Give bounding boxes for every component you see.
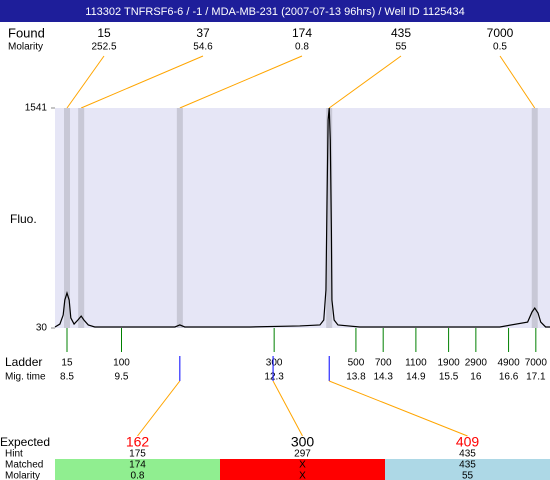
expected-connector [272, 380, 303, 437]
hint-value: 175 [129, 449, 146, 460]
ladder-size: 1100 [405, 358, 427, 369]
matched-value: 435 [459, 460, 476, 471]
found-molarity: 55 [395, 42, 407, 53]
ladder-time: 13.8 [346, 372, 366, 383]
found-size: 174 [292, 26, 312, 40]
ladder-time: 16.6 [499, 372, 519, 383]
y-tick-label: 1541 [25, 103, 48, 114]
found-size: 7000 [487, 26, 514, 40]
matched-value: X [299, 460, 306, 471]
peak-band [531, 108, 538, 328]
ladder-time: 15.5 [439, 372, 459, 383]
expected-label: Expected [0, 435, 50, 449]
expected-value: 300 [291, 434, 315, 450]
ladder-size: 700 [375, 358, 392, 369]
ladder-time: 14.3 [373, 372, 393, 383]
expected-connector [329, 380, 468, 437]
y-axis-label: Fluo. [10, 212, 37, 226]
ladder-time: 9.5 [115, 372, 129, 383]
found-size: 37 [196, 26, 210, 40]
expected-value: 162 [126, 434, 150, 450]
molarity-value: X [299, 471, 306, 480]
matched-value: 174 [129, 460, 146, 471]
peak-band [78, 108, 85, 328]
ladder-size: 500 [348, 358, 365, 369]
found-connector [66, 55, 105, 109]
match-band [385, 459, 550, 480]
ladder-label: Ladder [5, 355, 42, 369]
molarity-value: 55 [462, 471, 474, 480]
peak-band [63, 108, 70, 328]
found-molarity: 0.8 [295, 42, 309, 53]
header-bar [0, 0, 550, 22]
peak-band [176, 108, 183, 328]
found-molarity: 252.5 [91, 42, 116, 53]
hint-value: 297 [294, 449, 311, 460]
found-size: 15 [97, 26, 111, 40]
found-label: Found [8, 25, 45, 40]
molarity-label: Molarity [5, 471, 40, 480]
hint-label: Hint [5, 449, 23, 460]
match-band [220, 459, 385, 480]
peak-band [326, 108, 333, 328]
ladder-time: 16 [470, 372, 482, 383]
found-size: 435 [391, 26, 411, 40]
ladder-time: 17.1 [526, 372, 546, 383]
matched-label: Matched [5, 460, 43, 471]
found-molarity: 0.5 [493, 42, 507, 53]
ladder-size: 300 [266, 358, 283, 369]
ladder-size: 1900 [437, 358, 460, 369]
hint-value: 435 [459, 449, 476, 460]
found-molarity: 54.6 [193, 42, 213, 53]
ladder-size: 7000 [525, 358, 548, 369]
ladder-size: 2900 [465, 358, 488, 369]
expected-value: 409 [456, 434, 480, 450]
found-molarity-label: Molarity [8, 42, 43, 53]
molarity-value: 0.8 [131, 471, 145, 480]
expected-connector [137, 380, 181, 437]
match-band [55, 459, 220, 480]
found-connector [179, 55, 303, 109]
ladder-size: 100 [113, 358, 130, 369]
ladder-time: 14.9 [406, 372, 426, 383]
ladder-time: 8.5 [60, 372, 74, 383]
plot-area [55, 108, 550, 328]
ladder-size: 15 [61, 358, 73, 369]
found-connector [499, 55, 536, 109]
trace [54, 107, 550, 328]
found-connector [328, 55, 402, 109]
header-title: 113302 TNFRSF6-6 / -1 / MDA-MB-231 (2007… [85, 6, 464, 18]
found-connector [80, 55, 204, 109]
ladder-size: 4900 [497, 358, 520, 369]
y-tick-label: 30 [36, 323, 48, 334]
ladder-time-label: Mig. time [5, 372, 46, 383]
ladder-time: 12.3 [264, 372, 284, 383]
